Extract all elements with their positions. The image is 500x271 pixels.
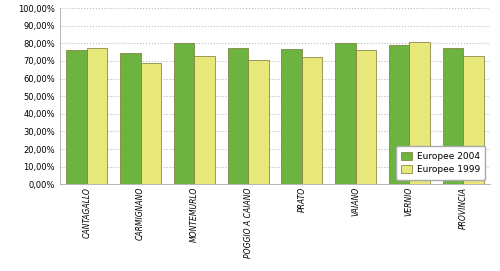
Bar — [87, 48, 108, 184]
Bar — [410, 42, 430, 184]
Bar — [356, 50, 376, 184]
Bar — [66, 50, 87, 184]
Bar — [463, 56, 483, 184]
Bar — [389, 45, 409, 184]
Bar — [174, 43, 195, 184]
Bar — [120, 53, 141, 184]
Legend: Europee 2004, Europee 1999: Europee 2004, Europee 1999 — [396, 146, 486, 180]
Bar — [140, 63, 161, 184]
Bar — [335, 43, 355, 184]
Bar — [442, 48, 463, 184]
Bar — [228, 48, 248, 184]
Bar — [302, 57, 322, 184]
Bar — [194, 56, 215, 184]
Bar — [248, 60, 268, 184]
Bar — [282, 49, 302, 184]
